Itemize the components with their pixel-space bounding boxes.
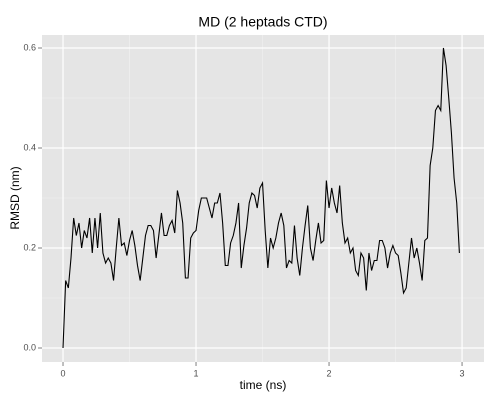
- y-tick-label: 0.2: [23, 242, 36, 252]
- x-tick-label: 1: [194, 368, 199, 378]
- x-tick-label: 2: [327, 368, 332, 378]
- data-line: [62, 47, 460, 349]
- y-tick-label: 0.6: [23, 42, 36, 52]
- x-axis-title: time (ns): [240, 378, 287, 392]
- x-tick-label: 0: [61, 368, 66, 378]
- y-axis-title: RMSD (nm): [8, 166, 22, 229]
- y-tick-label: 0.0: [23, 342, 36, 352]
- chart-title: MD (2 heptads CTD): [198, 14, 327, 30]
- x-tick-label: 3: [460, 368, 465, 378]
- y-tick-label: 0.4: [23, 142, 36, 152]
